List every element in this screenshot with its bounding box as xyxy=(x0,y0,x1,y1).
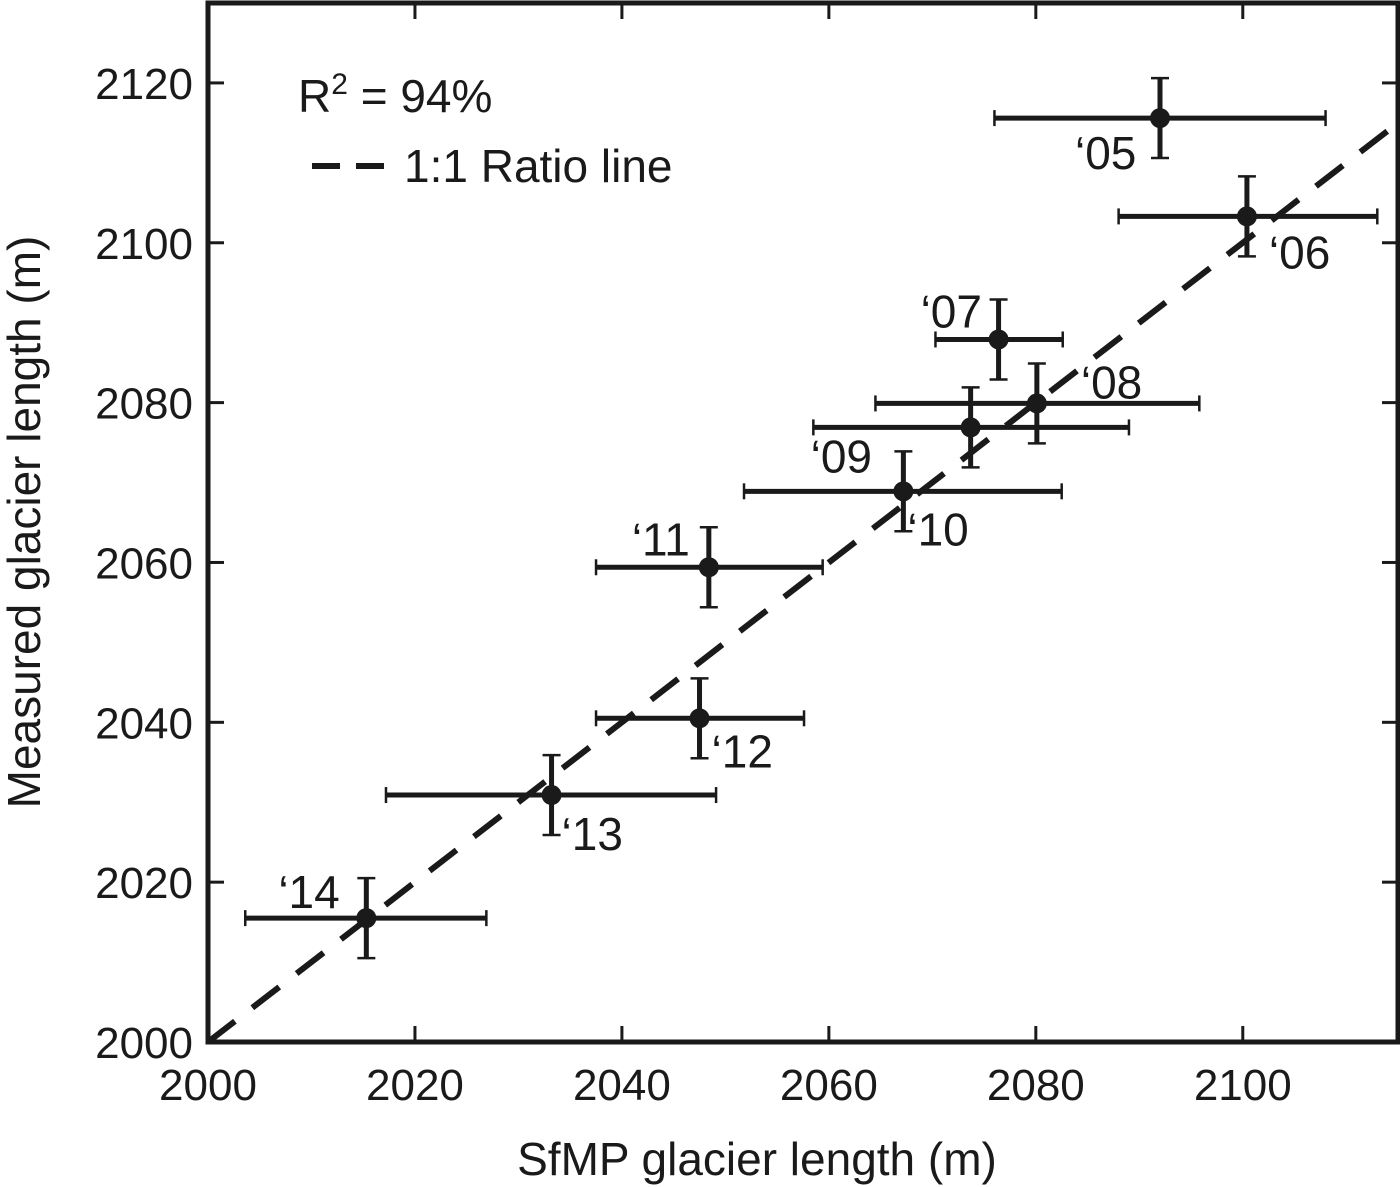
point-label: ‘05 xyxy=(1075,127,1136,179)
legend-label-ratio-line: 1:1 Ratio line xyxy=(404,140,673,192)
x-tick-label: 2100 xyxy=(1194,1061,1292,1110)
data-point-group: ‘07 xyxy=(921,285,1064,381)
point-label: ‘06 xyxy=(1269,226,1330,278)
data-point-group: ‘14 xyxy=(244,866,488,960)
data-point xyxy=(1236,206,1257,227)
data-point xyxy=(988,329,1009,350)
y-tick-label: 2020 xyxy=(95,859,193,908)
data-point xyxy=(893,481,914,502)
data-point xyxy=(1026,393,1047,414)
data-point-group: ‘10 xyxy=(742,450,1063,555)
data-point-group: ‘12 xyxy=(594,677,806,777)
point-label: ‘10 xyxy=(907,503,968,555)
y-tick-label: 2060 xyxy=(95,539,193,588)
y-tick-label: 2120 xyxy=(95,60,193,109)
data-point-group: ‘08 xyxy=(874,356,1201,445)
data-point xyxy=(689,708,710,729)
point-label: ‘13 xyxy=(562,808,623,860)
x-axis-label: SfMP glacier length (m) xyxy=(517,1133,997,1185)
point-label: ‘12 xyxy=(712,725,773,777)
data-point xyxy=(1150,108,1170,129)
data-point xyxy=(698,557,719,578)
ratio-line xyxy=(206,120,1400,1045)
x-tick-label: 2080 xyxy=(987,1061,1085,1110)
data-point-group: ‘13 xyxy=(384,753,718,860)
x-tick-label: 2000 xyxy=(159,1061,257,1110)
y-tick-label: 2040 xyxy=(95,699,193,748)
x-tick-label: 2040 xyxy=(573,1061,671,1110)
axis-ticks: 2000 2020 2040 2060 2080 2100 2000 2020 2040 2060… xyxy=(95,3,1398,1110)
legend: R2 = 94% 1:1 Ratio line xyxy=(298,68,673,192)
data-point xyxy=(541,785,562,806)
data-point-group: ‘09 xyxy=(811,386,1131,482)
point-label: ‘09 xyxy=(811,430,872,482)
data-point-group: ‘05 xyxy=(993,76,1327,179)
plot-marks: ‘05 ‘06 ‘07 ‘08 ‘09 ‘10 ‘11 ‘12 ‘13 ‘14 xyxy=(206,76,1400,1045)
r2-annotation: R2 = 94% xyxy=(298,68,492,122)
y-tick-label: 2080 xyxy=(95,380,193,429)
x-tick-label: 2020 xyxy=(366,1061,464,1110)
data-point-group: ‘06 xyxy=(1117,175,1379,278)
plot-frame xyxy=(205,0,1400,1045)
y-tick-label: 2000 xyxy=(95,1019,193,1068)
y-tick-label: 2100 xyxy=(95,220,193,269)
data-point-group: ‘11 xyxy=(594,513,824,609)
point-label: ‘14 xyxy=(278,866,339,918)
y-axis-label: Measured glacier length (m) xyxy=(0,236,50,809)
point-label: ‘07 xyxy=(921,285,982,337)
point-label: ‘11 xyxy=(632,513,690,565)
data-point xyxy=(960,417,981,438)
point-label: ‘08 xyxy=(1081,356,1142,408)
data-point xyxy=(356,908,377,929)
x-tick-label: 2060 xyxy=(780,1061,878,1110)
